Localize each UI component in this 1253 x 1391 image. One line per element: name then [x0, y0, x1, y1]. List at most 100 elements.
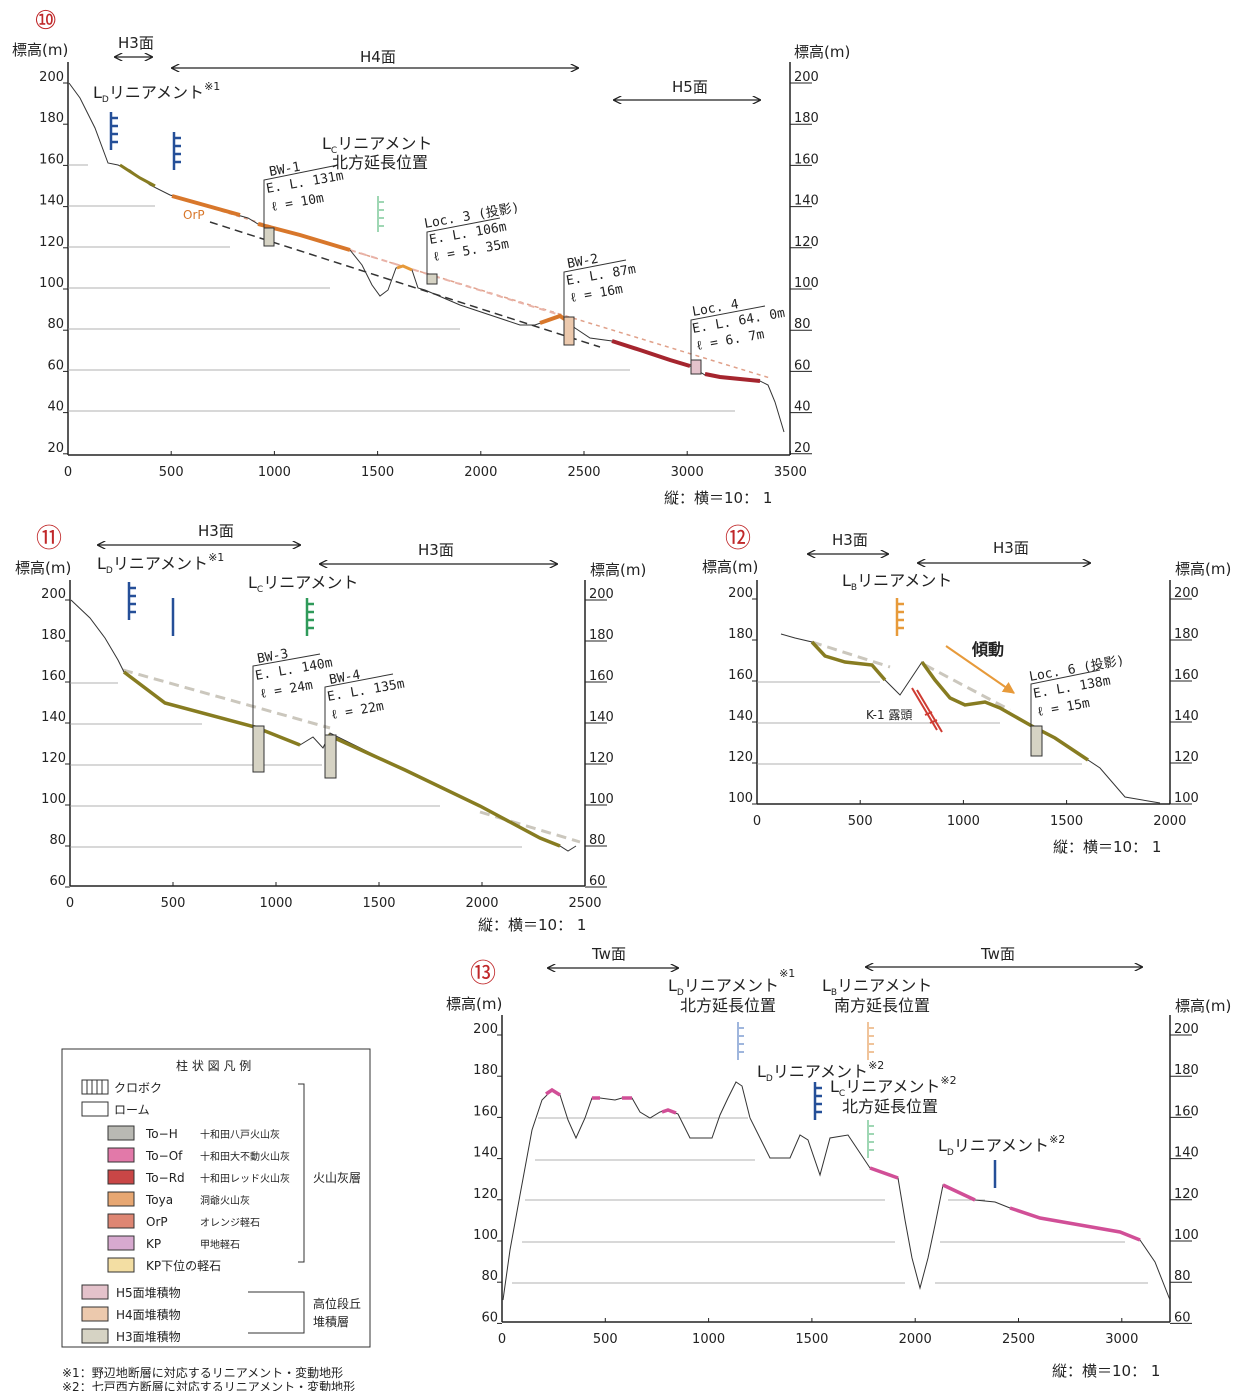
y-tick-label: 80 [47, 317, 64, 332]
profile-number: ⑫ [725, 524, 751, 554]
fault-marker-lightgreen [867, 1120, 874, 1158]
profile-11: ⑪ 標高(m) 標高(m) 200 200 180 180 160 160 140 140 12… [15, 522, 646, 934]
legend-swatch [81, 1284, 109, 1300]
scale-ratio: 縦：横＝10： 1 [1053, 838, 1161, 856]
y-tick-label: 200 [589, 587, 614, 602]
ld1-lineament-label: LDリニアメント※1 [668, 967, 795, 998]
fault-marker-lightorange [867, 1022, 874, 1060]
surface-label-h5: H5面 [672, 78, 708, 96]
x-tick-label: 2500 [1002, 1332, 1035, 1347]
x-tick-label: 3000 [1105, 1332, 1138, 1347]
ld2-lineament-label: LDリニアメント※2 [757, 1059, 884, 1084]
ld1-lineament-line2: 北方延長位置 [680, 996, 776, 1015]
y-tick-label: 120 [589, 751, 614, 766]
y-tick-label: 180 [794, 111, 819, 126]
y-tick-label: 200 [1174, 1022, 1199, 1037]
y-axis-label-left: 標高(m) [446, 995, 502, 1013]
legend-name: 十和田八戸火山灰 [200, 1128, 280, 1141]
bw3-name: BW-3 [256, 647, 289, 667]
bw1-name: BW-1 [268, 160, 301, 180]
y-tick-label: 200 [39, 70, 64, 85]
y-tick-label: 80 [1174, 1269, 1191, 1284]
x-tick-label: 2000 [899, 1332, 932, 1347]
legend-name: 甲地軽石 [200, 1238, 240, 1251]
x-tick-label: 500 [848, 814, 873, 829]
x-tick-label: 2500 [567, 465, 600, 480]
tilt-arrow [945, 645, 1015, 694]
y-ticks: 200 200 180 180 160 160 140 140 120 120 100 100 [728, 586, 1199, 806]
y-ticks: 200 200 180 180 160 160 140 140 120 120 100 100 80 80… [39, 70, 819, 456]
legend-code: KP [146, 1237, 161, 1251]
y-tick-label: 20 [47, 441, 64, 456]
y-tick-label: 140 [1174, 1146, 1199, 1161]
fault-marker-orange [895, 598, 904, 636]
y-tick-label: 160 [473, 1104, 498, 1119]
legend-name: オレンジ軽石 [200, 1217, 260, 1229]
y-tick-label: 180 [1174, 1063, 1199, 1078]
profile-13: ⑬ 標高(m) 標高(m) 200 200 180 180 160 160 140 140 12… [446, 945, 1231, 1380]
legend-code: To−H [145, 1127, 178, 1141]
x-tick-label: 1500 [362, 896, 395, 911]
y-tick-label: 140 [794, 194, 819, 209]
legend-swatch [107, 1213, 135, 1229]
surface-label-h3: H3面 [198, 522, 234, 540]
legend-swatch [81, 1306, 109, 1322]
y-tick-label: 140 [39, 194, 64, 209]
y-tick-label: 80 [794, 317, 811, 332]
y-tick-label: 100 [41, 792, 66, 807]
y-tick-label: 120 [39, 235, 64, 250]
x-ticks: 0 500 1000 1500 2000 [753, 800, 1186, 829]
y-tick-label: 200 [794, 70, 819, 85]
surface-label-h3: H3面 [832, 531, 868, 549]
bw4-name: BW-4 [328, 668, 362, 688]
y-tick-label: 120 [794, 235, 819, 250]
lc-lineament-label: LCリニアメント※2 [830, 1074, 957, 1099]
y-axis-label-right: 標高(m) [794, 43, 850, 61]
fault-marker-blue [127, 582, 175, 636]
x-tick-label: 500 [159, 465, 184, 480]
fault-marker-lightgreen [377, 196, 384, 232]
ld-lineament-label: LDリニアメント※1 [93, 80, 220, 105]
legend-terrace-group-2: 堆積層 [313, 1314, 349, 1329]
y-tick-label: 160 [1174, 668, 1199, 683]
legend-code: To−Rd [145, 1171, 185, 1185]
profile-number: ⑩ [34, 6, 57, 36]
x-tick-label: 0 [753, 814, 761, 829]
lc-lineament-label: LCリニアメント [322, 134, 432, 156]
y-tick-label: 180 [39, 111, 64, 126]
y-axis-label-left: 標高(m) [15, 559, 71, 577]
y-tick-label: 80 [481, 1269, 498, 1284]
profile-number: ⑬ [470, 959, 496, 989]
y-axis-label-right: 標高(m) [1175, 560, 1231, 578]
y-tick-label: 120 [728, 750, 753, 765]
y-tick-label: 60 [589, 874, 606, 889]
x-tick-label: 1500 [1050, 814, 1083, 829]
y-tick-label: 120 [473, 1187, 498, 1202]
legend-title: 柱 状 図 凡 例 [176, 1058, 251, 1073]
y-axis-label-right: 標高(m) [590, 561, 646, 579]
surface-label-tw-b: Tw面 [980, 945, 1015, 963]
x-tick-label: 2000 [465, 896, 498, 911]
lc-lineament-line2: 北方延長位置 [332, 153, 428, 172]
scale-ratio: 縦：横＝10： 1 [478, 916, 586, 934]
x-tick-label: 1000 [259, 896, 292, 911]
y-tick-label: 200 [1174, 586, 1199, 601]
x-tick-label: 1000 [692, 1332, 725, 1347]
y-tick-label: 100 [728, 791, 753, 806]
y-ticks: 200 200 180 180 160 160 140 140 120 120 100 100 80 80… [473, 1022, 1199, 1325]
y-tick-label: 40 [794, 400, 811, 415]
x-ticks: 0 500 1000 1500 2000 2500 3000 3500 [64, 451, 807, 480]
y-tick-label: 160 [794, 152, 819, 167]
y-tick-label: 140 [473, 1146, 498, 1161]
x-tick-label: 2000 [1153, 814, 1186, 829]
x-tick-label: 500 [161, 896, 186, 911]
y-tick-label: 180 [473, 1063, 498, 1078]
orp-label: OrP [183, 208, 205, 222]
y-tick-label: 120 [1174, 750, 1199, 765]
x-tick-label: 3500 [774, 465, 807, 480]
tilt-label: 傾動 [971, 640, 1004, 659]
x-tick-label: 1500 [795, 1332, 828, 1347]
y-tick-label: 40 [47, 400, 64, 415]
y-tick-label: 200 [473, 1022, 498, 1037]
lc-lineament-label: LCリニアメント [248, 573, 358, 595]
